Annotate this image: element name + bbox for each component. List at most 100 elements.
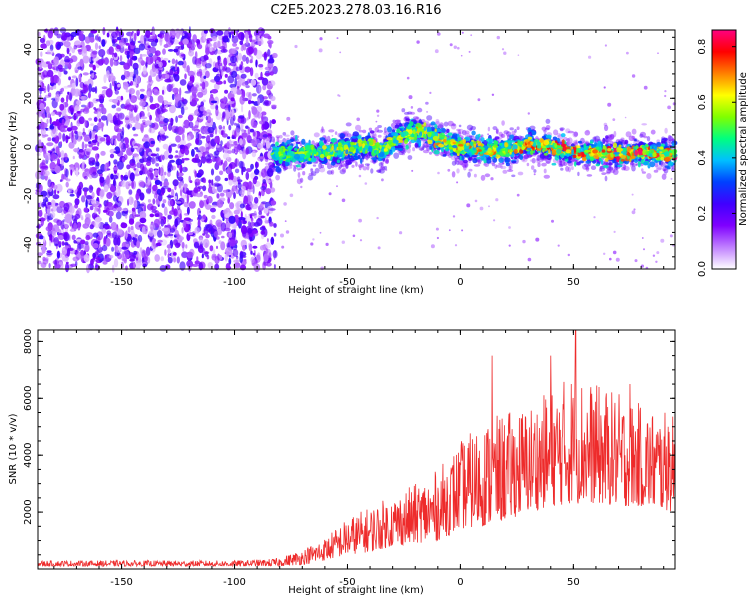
heatmap-cell: [49, 86, 54, 91]
heatmap-cell: [314, 167, 320, 174]
heatmap-cell: [167, 164, 174, 172]
heatmap-cell: [653, 169, 659, 173]
heatmap-cell: [537, 162, 541, 168]
heatmap-cell: [355, 161, 358, 167]
heatmap-cell: [80, 108, 85, 113]
heatmap-cell: [633, 208, 636, 211]
heatmap-cell: [194, 181, 198, 188]
heatmap-cell: [234, 130, 237, 140]
heatmap-cell: [527, 112, 530, 115]
heatmap-cell: [92, 252, 97, 259]
heatmap-cell: [527, 257, 532, 262]
heatmap-cell: [126, 98, 131, 104]
heatmap-cell: [65, 181, 69, 188]
heatmap-cell: [474, 199, 478, 203]
heatmap-cell: [261, 189, 265, 197]
heatmap-cell: [205, 154, 212, 162]
heatmap-cell: [602, 165, 609, 169]
heatmap-cell: [229, 162, 236, 169]
heatmap-cell: [273, 264, 276, 269]
heatmap-cell: [459, 155, 462, 161]
heatmap-cell: [154, 254, 160, 262]
heatmap-cell: [375, 120, 378, 123]
heatmap-cell: [185, 244, 188, 249]
heatmap-cell: [84, 36, 91, 44]
heatmap-cell: [479, 206, 484, 211]
heatmap-cell: [435, 118, 440, 125]
heatmap-cell: [656, 251, 660, 255]
heatmap-cell: [154, 213, 160, 218]
heatmap-cell: [172, 239, 179, 246]
heatmap-cell: [238, 160, 244, 169]
heatmap-cell: [145, 29, 151, 39]
heatmap-cell: [623, 166, 630, 171]
heatmap-cell: [259, 35, 262, 39]
heatmap-cell: [560, 133, 566, 138]
heatmap-cell: [593, 216, 596, 219]
heatmap-cell: [473, 164, 481, 167]
heatmap-cell: [147, 199, 152, 203]
heatmap-cell: [284, 134, 290, 137]
heatmap-cell: [98, 118, 102, 123]
heatmap-cell: [147, 83, 152, 92]
heatmap-cell: [171, 58, 176, 65]
heatmap-cell: [114, 200, 122, 208]
heatmap-cell: [60, 220, 65, 230]
heatmap-cell: [215, 107, 219, 117]
heatmap-cell: [662, 137, 668, 141]
heatmap-cell: [223, 160, 228, 167]
heatmap-cell: [496, 35, 500, 40]
heatmap-cell: [98, 104, 105, 113]
heatmap-cell: [48, 240, 52, 247]
heatmap-cell: [41, 201, 46, 208]
heatmap-cell: [63, 70, 68, 75]
heatmap-cell: [113, 159, 118, 165]
heatmap-cell: [47, 92, 52, 97]
heatmap-cell: [114, 80, 117, 85]
heatmap-cell: [49, 117, 52, 125]
heatmap-cell: [139, 181, 146, 187]
heatmap-cell: [457, 160, 464, 166]
heatmap-cell: [183, 157, 190, 161]
heatmap-cell: [182, 133, 185, 141]
heatmap-cell: [91, 191, 95, 199]
heatmap-cell: [122, 207, 128, 212]
heatmap-cell: [456, 128, 461, 132]
heatmap-cell: [200, 83, 203, 87]
heatmap-cell: [275, 174, 280, 181]
heatmap-cell: [81, 141, 85, 150]
heatmap-cell: [63, 41, 71, 48]
heatmap-cell: [47, 61, 52, 70]
heatmap-cell: [199, 200, 205, 209]
heatmap-cell: [240, 225, 248, 235]
heatmap-cell: [283, 202, 287, 206]
heatmap-cell: [180, 54, 186, 57]
heatmap-cell: [197, 219, 201, 228]
heatmap-cell: [73, 222, 77, 232]
heatmap-cell: [60, 87, 64, 92]
heatmap-cell: [203, 194, 208, 199]
heatmap-cell: [471, 130, 476, 136]
heatmap-cell: [405, 144, 409, 150]
heatmap-cell: [272, 250, 278, 259]
heatmap-cell: [153, 193, 158, 199]
heatmap-cell: [88, 117, 93, 121]
heatmap-cell: [252, 252, 256, 256]
heatmap-cell: [310, 242, 314, 246]
heatmap-cell: [159, 134, 167, 141]
heatmap-cell: [296, 178, 302, 185]
heatmap-cell: [116, 246, 121, 254]
heatmap-cell: [138, 62, 142, 71]
heatmap-cell: [269, 119, 272, 129]
heatmap-cell: [319, 231, 322, 234]
heatmap-cell: [64, 213, 72, 224]
heatmap-cell: [65, 168, 69, 178]
heatmap-cell: [242, 43, 247, 51]
heatmap-cell: [198, 169, 204, 177]
heatmap-cell: [255, 59, 258, 68]
heatmap-cell: [336, 185, 338, 188]
heatmap-cell: [188, 121, 194, 129]
heatmap-cell: [120, 174, 124, 178]
heatmap-cell: [39, 224, 43, 227]
heatmap-cell: [624, 116, 627, 119]
